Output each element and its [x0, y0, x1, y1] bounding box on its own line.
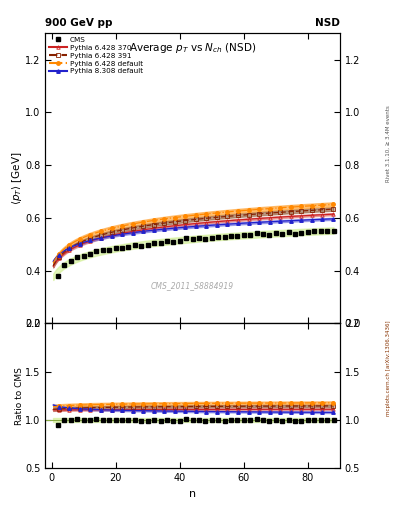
Text: Rivet 3.1.10, ≥ 3.4M events: Rivet 3.1.10, ≥ 3.4M events [386, 105, 391, 182]
Text: CMS_2011_S8884919: CMS_2011_S8884919 [151, 281, 234, 290]
Text: 900 GeV pp: 900 GeV pp [45, 18, 113, 28]
X-axis label: n: n [189, 489, 196, 499]
Legend: CMS, Pythia 6.428 370, Pythia 6.428 391, Pythia 6.428 default, Pythia 8.308 defa: CMS, Pythia 6.428 370, Pythia 6.428 391,… [48, 35, 144, 76]
Y-axis label: $\langle p_T \rangle$ [GeV]: $\langle p_T \rangle$ [GeV] [9, 152, 24, 205]
Text: Average $p_T$ vs $N_{ch}$ (NSD): Average $p_T$ vs $N_{ch}$ (NSD) [129, 40, 256, 55]
Y-axis label: Ratio to CMS: Ratio to CMS [15, 367, 24, 425]
Text: NSD: NSD [315, 18, 340, 28]
Text: mcplots.cern.ch [arXiv:1306.3436]: mcplots.cern.ch [arXiv:1306.3436] [386, 321, 391, 416]
